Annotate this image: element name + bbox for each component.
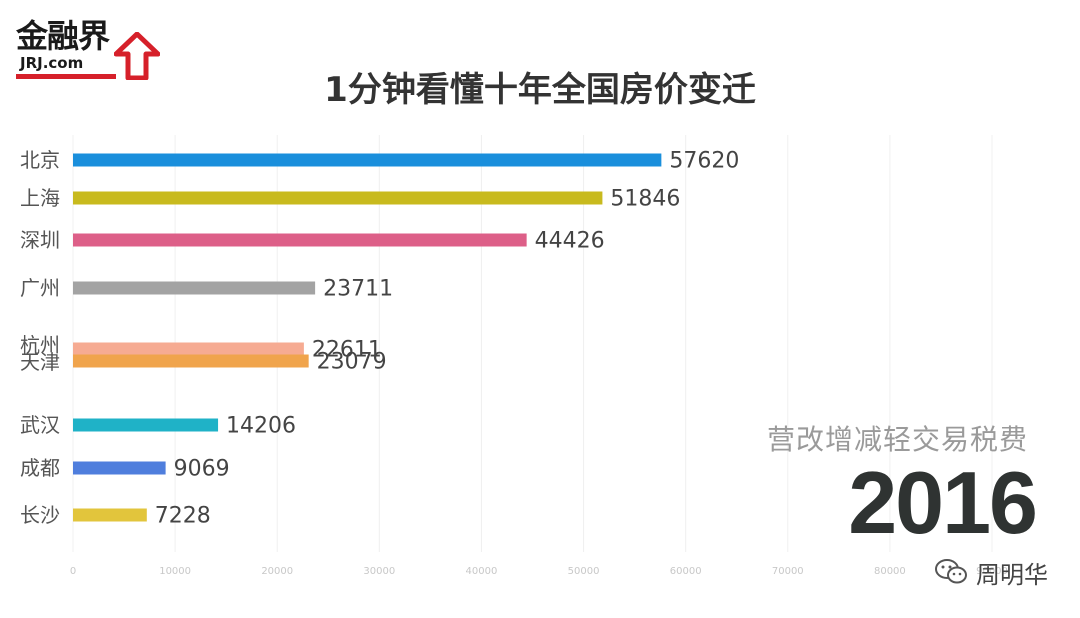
category-label: 成都 <box>20 456 60 480</box>
value-label: 7228 <box>155 504 211 529</box>
x-tick-label: 30000 <box>363 566 395 577</box>
value-label: 22611 <box>312 338 382 363</box>
policy-annotation: 营改增减轻交易税费 <box>766 423 1028 456</box>
x-tick-label: 10000 <box>159 566 191 577</box>
category-label: 武汉 <box>20 413 60 437</box>
value-label: 23711 <box>323 277 393 302</box>
bar-5 <box>73 342 304 356</box>
watermark-name: 周明华 <box>976 560 1048 589</box>
chart-title: 1分钟看懂十年全国房价变迁 <box>324 70 756 110</box>
x-tick-label: 50000 <box>568 566 600 577</box>
jrj-logo: 金融界 JRJ.com <box>14 18 164 88</box>
category-label: 深圳 <box>20 228 60 252</box>
bar-6 <box>73 354 309 368</box>
value-label: 14206 <box>226 414 296 439</box>
x-tick-label: 0 <box>70 566 76 577</box>
value-label: 9069 <box>174 457 230 482</box>
chart-x-ticks: 0 10000 20000 30000 40000 50000 60000 70000 8000… <box>70 566 1008 577</box>
x-tick-label: 90000 <box>976 566 1008 577</box>
category-label: 广州 <box>20 276 60 300</box>
bar-9 <box>73 508 147 522</box>
category-label: 上海 <box>20 186 60 210</box>
wechat-watermark: 周明华 <box>934 556 1048 589</box>
logo-name-en: JRJ.com <box>20 54 84 72</box>
chart-bars <box>73 153 662 522</box>
x-tick-label: 40000 <box>466 566 498 577</box>
x-tick-label: 80000 <box>874 566 906 577</box>
bar-1 <box>73 153 662 167</box>
bar-4 <box>73 281 316 295</box>
logo-red-bar <box>16 74 116 79</box>
category-label: 长沙 <box>20 503 60 527</box>
bar-2 <box>73 191 603 205</box>
x-tick-label: 20000 <box>261 566 293 577</box>
x-tick-label: 60000 <box>670 566 702 577</box>
value-label: 44426 <box>535 229 605 254</box>
value-label: 57620 <box>669 149 739 174</box>
year-label: 2016 <box>848 453 1038 552</box>
category-label: 天津 <box>20 350 60 374</box>
logo-arrow-icon <box>114 32 160 80</box>
bar-3 <box>73 233 527 247</box>
value-label: 51846 <box>610 187 680 212</box>
value-label: 23079 <box>317 350 387 375</box>
bar-8 <box>73 461 166 475</box>
logo-name-cn: 金融界 <box>16 17 110 55</box>
x-tick-label: 70000 <box>772 566 804 577</box>
wechat-icon <box>935 559 967 584</box>
category-label: 北京 <box>20 148 60 172</box>
category-label: 杭州 <box>20 333 60 357</box>
bar-7 <box>73 418 219 432</box>
